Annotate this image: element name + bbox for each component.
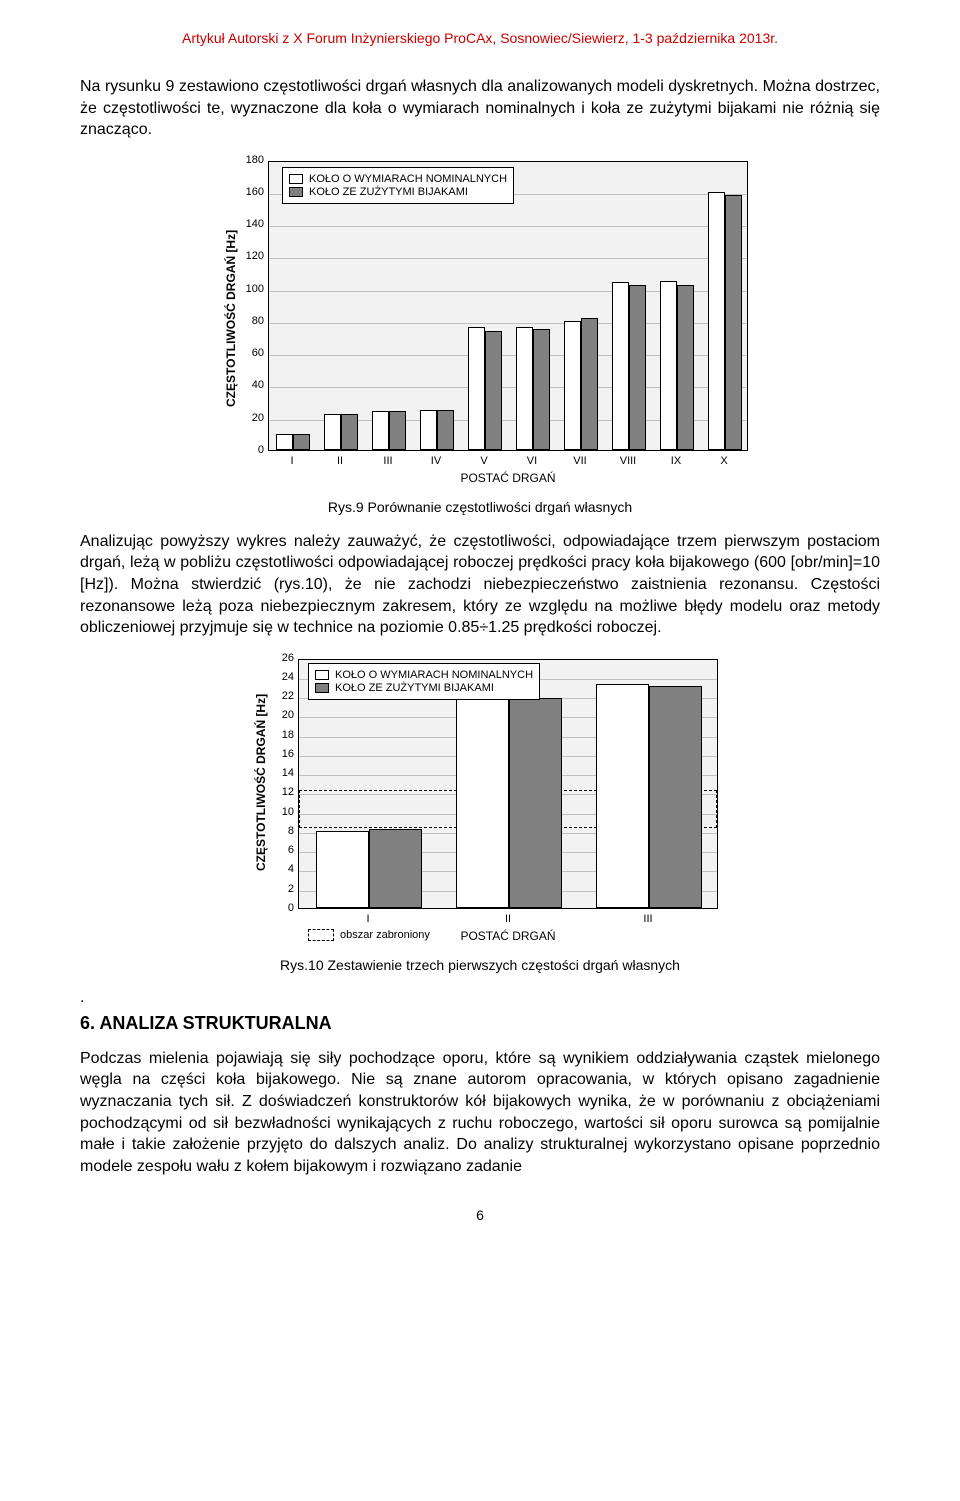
bar-worn [437, 410, 454, 450]
bar-nominal [516, 327, 533, 449]
legend-label: KOŁO ZE ZUŻYTYMI BIJAKAMI [335, 682, 494, 694]
ytick-label: 18 [268, 729, 294, 741]
legend-row: KOŁO O WYMIARACH NOMINALNYCH [289, 173, 507, 185]
gridline [269, 258, 747, 259]
ytick-label: 6 [268, 844, 294, 856]
ytick-label: 180 [238, 154, 264, 166]
bar-nominal [708, 192, 725, 450]
bar-worn [725, 195, 742, 450]
legend-label: KOŁO O WYMIARACH NOMINALNYCH [309, 173, 507, 185]
header-line: Artykuł Autorski z X Forum Inżynierskieg… [80, 30, 880, 46]
caption-fig9: Rys.9 Porównanie częstotliwości drgań wł… [80, 499, 880, 515]
ytick-label: 10 [268, 806, 294, 818]
caption-fig10: Rys.10 Zestawienie trzech pierwszych czę… [80, 957, 880, 973]
xtick-label: IX [652, 455, 700, 467]
ytick-label: 22 [268, 690, 294, 702]
xtick-label: II [316, 455, 364, 467]
y-axis-label: CZĘSTOTLIWOŚĆ DRGAŃ [Hz] [254, 694, 268, 871]
xtick-label: V [460, 455, 508, 467]
ytick-label: 0 [238, 444, 264, 456]
bar-nominal [372, 411, 389, 450]
ytick-label: 80 [238, 315, 264, 327]
bar-worn [389, 411, 406, 450]
bar-worn [629, 285, 646, 449]
xtick-label: I [298, 913, 438, 925]
ytick-label: 20 [268, 709, 294, 721]
ytick-label: 14 [268, 767, 294, 779]
ytick-label: 40 [238, 379, 264, 391]
xtick-label: II [438, 913, 578, 925]
bar-nominal [596, 684, 649, 908]
legend-label: KOŁO ZE ZUŻYTYMI BIJAKAMI [309, 186, 468, 198]
y-axis-label: CZĘSTOTLIWOŚĆ DRGAŃ [Hz] [224, 230, 238, 407]
bar-worn [341, 414, 358, 449]
xtick-label: VII [556, 455, 604, 467]
ytick-label: 12 [268, 786, 294, 798]
bar-worn [581, 318, 598, 450]
legend: KOŁO O WYMIARACH NOMINALNYCHKOŁO ZE ZUŻY… [282, 167, 514, 204]
legend-row: KOŁO ZE ZUŻYTYMI BIJAKAMI [315, 682, 533, 694]
legend-swatch [289, 187, 303, 197]
paragraph-3: Podczas mielenia pojawiają się siły poch… [80, 1048, 880, 1178]
ytick-label: 16 [268, 748, 294, 760]
x-axis-label: POSTAĆ DRGAŃ [268, 471, 748, 485]
xtick-label: VIII [604, 455, 652, 467]
xtick-label: I [268, 455, 316, 467]
xtick-label: III [578, 913, 718, 925]
paragraph-1: Na rysunku 9 zestawiono częstotliwości d… [80, 76, 880, 141]
bar-worn [293, 434, 310, 450]
legend-swatch [289, 174, 303, 184]
forbidden-label: obszar zabroniony [340, 929, 430, 941]
ytick-label: 8 [268, 825, 294, 837]
legend-swatch [315, 683, 329, 693]
bar-nominal [612, 282, 629, 450]
ytick-label: 0 [268, 902, 294, 914]
ytick-label: 24 [268, 671, 294, 683]
plot-area [268, 161, 748, 451]
bar-nominal [468, 327, 485, 449]
bar-nominal [316, 831, 369, 908]
page-root: Artykuł Autorski z X Forum Inżynierskieg… [0, 0, 960, 1253]
bar-worn [509, 698, 562, 908]
forbidden-legend: obszar zabroniony [308, 929, 430, 941]
legend-swatch [315, 670, 329, 680]
bar-nominal [456, 694, 509, 907]
bar-nominal [564, 321, 581, 450]
dash-swatch [308, 929, 334, 941]
section-6-title: 6. ANALIZA STRUKTURALNA [80, 1013, 880, 1034]
ytick-label: 4 [268, 863, 294, 875]
bar-worn [533, 329, 550, 450]
dot-line: . [80, 989, 880, 1007]
page-number: 6 [80, 1207, 880, 1223]
chart-fig10: 02468101214161820222426IIIIIICZĘSTOTLIWO… [230, 651, 730, 951]
ytick-label: 26 [268, 652, 294, 664]
bar-nominal [660, 281, 677, 450]
bar-worn [485, 331, 502, 450]
ytick-label: 160 [238, 186, 264, 198]
bar-worn [649, 686, 702, 908]
xtick-label: VI [508, 455, 556, 467]
bar-worn [369, 829, 422, 908]
bar-worn [677, 285, 694, 449]
xtick-label: X [700, 455, 748, 467]
ytick-label: 140 [238, 218, 264, 230]
legend: KOŁO O WYMIARACH NOMINALNYCHKOŁO ZE ZUŻY… [308, 663, 540, 700]
ytick-label: 100 [238, 283, 264, 295]
legend-row: KOŁO O WYMIARACH NOMINALNYCH [315, 669, 533, 681]
ytick-label: 2 [268, 883, 294, 895]
legend-label: KOŁO O WYMIARACH NOMINALNYCH [335, 669, 533, 681]
ytick-label: 20 [238, 412, 264, 424]
bar-nominal [420, 410, 437, 450]
ytick-label: 120 [238, 250, 264, 262]
xtick-label: III [364, 455, 412, 467]
ytick-label: 60 [238, 347, 264, 359]
bar-nominal [324, 414, 341, 449]
bar-nominal [276, 434, 293, 450]
chart-fig9: 020406080100120140160180IIIIIIIVVVIVIIVI… [200, 153, 760, 493]
xtick-label: IV [412, 455, 460, 467]
gridline [269, 226, 747, 227]
paragraph-2: Analizując powyższy wykres należy zauważ… [80, 531, 880, 639]
legend-row: KOŁO ZE ZUŻYTYMI BIJAKAMI [289, 186, 507, 198]
